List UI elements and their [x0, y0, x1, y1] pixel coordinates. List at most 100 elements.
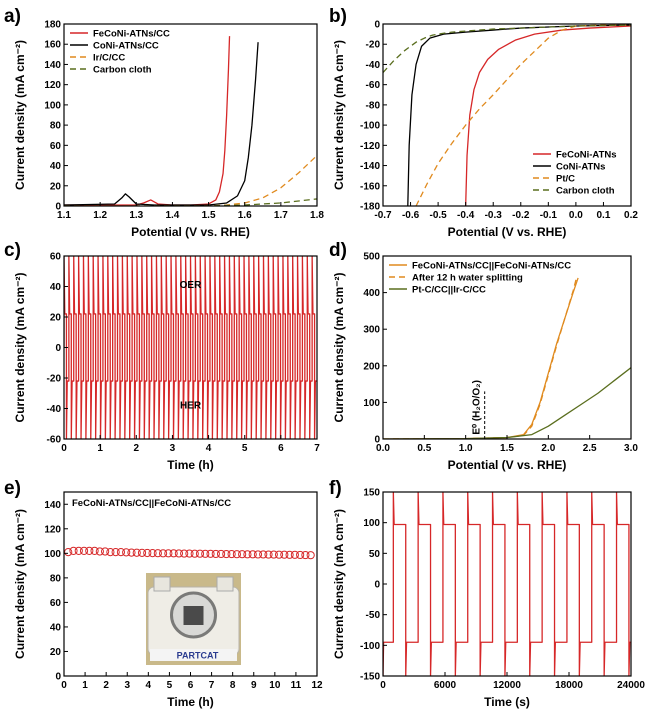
y-tick-label: 0	[374, 580, 380, 591]
x-tick-label: 3	[170, 443, 176, 454]
x-tick-label: -0.4	[457, 210, 475, 221]
data-point	[280, 550, 289, 559]
panel-f: f) 0 6000 12000 18000 24000 -150 -100 -50 0 50 100 1…	[329, 478, 645, 709]
series-line-0	[383, 492, 631, 676]
y-tick-label: -50	[366, 610, 381, 621]
x-tick-label: 1.5	[500, 443, 514, 454]
x-tick-label: 1.7	[274, 210, 288, 221]
data-point	[274, 550, 284, 559]
panel-letter: b)	[329, 6, 347, 27]
x-tick-label: 8	[230, 680, 236, 691]
data-point	[111, 548, 120, 557]
y-tick-label: 100	[363, 518, 380, 529]
x-tick-label: 1	[82, 680, 88, 691]
x-tick-label: 9	[251, 680, 257, 691]
fitting-left	[153, 576, 171, 592]
x-tick-label: 3	[124, 680, 130, 691]
data-point	[64, 548, 73, 557]
data-point	[216, 549, 226, 559]
y-axis-title: Current density (mA cm⁻²)	[332, 509, 346, 659]
x-tick-label: 1.4	[165, 210, 179, 221]
plot-area	[383, 277, 631, 439]
y-tick-label: 120	[44, 524, 61, 535]
panel-e: e)0 1 2 3 4 5 6 7 8 9 10 11 12020406080100120140Time…	[4, 478, 323, 709]
x-tick-label: 5	[167, 680, 173, 691]
x-tick-label: 1.1	[57, 210, 71, 221]
data-point	[153, 549, 162, 558]
y-tick-label: 0	[55, 343, 61, 354]
legend-label: FeCoNi-ATNs	[556, 150, 617, 161]
x-tick-label: 7	[209, 680, 215, 691]
data-point	[306, 551, 315, 560]
x-tick-label: 12	[311, 680, 323, 691]
y-tick-label: 80	[50, 573, 62, 584]
y-tick-label: -20	[366, 40, 381, 51]
legend-label: CoNi-ATNs/CC	[93, 41, 159, 52]
x-tick-label: 6	[188, 680, 194, 691]
data-point	[132, 548, 141, 557]
y-tick-label: -20	[47, 374, 62, 385]
x-tick-label: 1.6	[238, 210, 252, 221]
data-point	[232, 550, 241, 559]
x-tick-label: 1.5	[202, 210, 216, 221]
y-tick-label: -40	[47, 404, 62, 415]
x-tick-label: 0.1	[596, 210, 610, 221]
x-tick-label: 6	[278, 443, 284, 454]
panel-d: d) 0.0 0.5 1.0 1.5 2.0 2.5 3.0 0 100 200 300 400 500 P…	[329, 240, 638, 472]
x-tick-label: -0.3	[485, 210, 503, 221]
y-tick-label: 40	[50, 622, 62, 633]
y-tick-label: -100	[360, 121, 380, 132]
y-tick-label: 20	[50, 181, 62, 192]
y-tick-label: 140	[44, 60, 61, 71]
data-point	[116, 548, 126, 557]
y-tick-label: 200	[363, 361, 380, 372]
panel-letter: e)	[4, 478, 21, 499]
x-tick-label: 6000	[434, 680, 457, 691]
x-tick-label: 0	[61, 680, 67, 691]
y-tick-label: -160	[360, 181, 380, 192]
data-point	[174, 549, 184, 558]
x-tick-label: -0.7	[374, 210, 392, 221]
data-point	[195, 549, 205, 558]
data-point	[211, 549, 220, 559]
data-point	[185, 549, 194, 558]
logo-strip	[150, 649, 237, 661]
y-tick-label: 400	[363, 288, 380, 299]
x-axis-title: Potential (V vs. RHE)	[448, 458, 567, 472]
electrode-window	[183, 606, 204, 625]
data-point	[158, 549, 168, 558]
y-tick-label: -150	[360, 672, 380, 683]
legend-label: FeCoNi-ATNs/CC	[93, 29, 170, 40]
series-line-0	[64, 36, 231, 206]
y-axis-title: Current density (mA cm⁻²)	[332, 273, 346, 423]
data-point	[169, 549, 178, 558]
panel-c: c) 0 1 2 3 4 5 6 7 -60 -40 -20 0 20 40 60 Time (h) Curren…	[4, 240, 320, 472]
x-axis-title: Time (h)	[167, 695, 213, 709]
series-line-0	[465, 25, 631, 206]
y-tick-label: 120	[44, 80, 61, 91]
data-point	[85, 546, 94, 555]
y-tick-label: 100	[363, 398, 380, 409]
legend-label: Carbon cloth	[556, 186, 615, 197]
y-tick-label: 0	[55, 202, 61, 213]
legend-label: Pt-C/CC||Ir-C/CC	[412, 285, 486, 296]
y-tick-label: 20	[50, 647, 62, 658]
data-point	[180, 549, 189, 558]
y-tick-label: 40	[50, 282, 62, 293]
x-axis-title: Potential (V vs. RHE)	[448, 225, 567, 239]
panel-letter: c)	[4, 240, 21, 261]
data-point	[206, 549, 215, 558]
x-tick-label: 0	[380, 680, 386, 691]
data-point	[74, 546, 83, 555]
series-line-2	[64, 154, 317, 206]
legend-label: Carbon cloth	[93, 65, 152, 76]
y-tick-label: 0	[374, 20, 380, 31]
panel-letter: f)	[329, 478, 342, 499]
chart-title: FeCoNi-ATNs/CC||FeCoNi-ATNs/CC	[72, 498, 231, 509]
y-tick-label: -140	[360, 161, 380, 172]
x-tick-label: 12000	[493, 680, 521, 691]
x-tick-label: -0.1	[540, 210, 558, 221]
y-tick-label: 60	[50, 252, 62, 263]
fitting-right	[216, 576, 234, 592]
series-line-2	[415, 24, 631, 206]
